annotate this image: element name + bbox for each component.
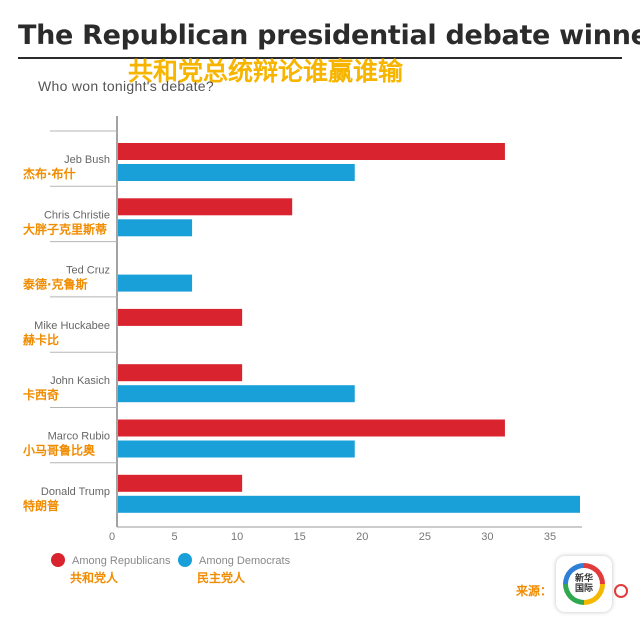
source-label: 来源： xyxy=(516,584,553,598)
category-label: Marco Rubio xyxy=(48,431,110,443)
bar-democrats xyxy=(118,164,355,181)
x-tick-label: 0 xyxy=(109,531,115,543)
category-label: Jeb Bush xyxy=(64,154,110,166)
bar-democrats xyxy=(118,274,193,292)
category-label-cn: 大胖子克里斯蒂 xyxy=(23,221,107,236)
legend-label: Among Republicans xyxy=(72,555,171,567)
category-label: Chris Christie xyxy=(44,209,110,221)
category-label-cn: 卡西奇 xyxy=(23,387,59,402)
chart-title: The Republican presidential debate winne… xyxy=(18,20,640,51)
category-label: Ted Cruz xyxy=(66,265,110,277)
category-label-cn: 泰德·克鲁斯 xyxy=(22,277,88,292)
logo-ring-icon: 新华 国际 xyxy=(563,563,605,605)
legend-label-cn: 共和党人 xyxy=(70,570,119,585)
bar-democrats xyxy=(118,219,193,237)
category-label-cn: 小马哥鲁比奥 xyxy=(23,443,96,458)
x-tick-label: 10 xyxy=(231,531,243,543)
category-label: John Kasich xyxy=(50,375,110,387)
x-tick-label: 5 xyxy=(172,531,178,543)
x-tick-label: 15 xyxy=(294,531,306,543)
legend-dot-democrats xyxy=(178,553,192,567)
legend-dot-republicans xyxy=(51,553,65,567)
bar-democrats xyxy=(118,495,580,513)
logo-tail-icon xyxy=(614,584,628,598)
category-label-cn: 杰布·布什 xyxy=(23,166,76,181)
legend-label-cn: 民主党人 xyxy=(197,570,246,585)
category-label-cn: 特朗普 xyxy=(23,498,59,513)
category-label: Mike Huckabee xyxy=(34,320,110,332)
bar-republicans xyxy=(118,364,243,382)
category-label: Donald Trump xyxy=(41,486,110,498)
logo-text-line-2: 国际 xyxy=(574,584,593,594)
bar-republicans xyxy=(118,308,243,326)
xinhua-logo: 新华 国际 xyxy=(556,556,612,612)
x-tick-label: 30 xyxy=(481,531,493,543)
chart-subtitle: Who won tonight's debate? xyxy=(38,78,214,94)
bar-democrats xyxy=(118,440,355,458)
legend-label: Among Democrats xyxy=(199,555,291,567)
x-tick-label: 35 xyxy=(544,531,556,543)
bar-republicans xyxy=(118,419,505,437)
chart-subtitle-cn: 共和党总统辩论谁赢谁输 xyxy=(128,57,404,86)
logo-text-line-1: 新华 xyxy=(574,574,593,584)
bar-republicans xyxy=(118,474,243,492)
x-tick-label: 20 xyxy=(356,531,368,543)
bar-republicans xyxy=(118,143,505,160)
bar-democrats xyxy=(118,385,355,403)
bar-republicans xyxy=(118,198,293,216)
title-rule xyxy=(18,57,622,59)
category-label-cn: 赫卡比 xyxy=(23,332,59,347)
x-tick-label: 25 xyxy=(419,531,431,543)
